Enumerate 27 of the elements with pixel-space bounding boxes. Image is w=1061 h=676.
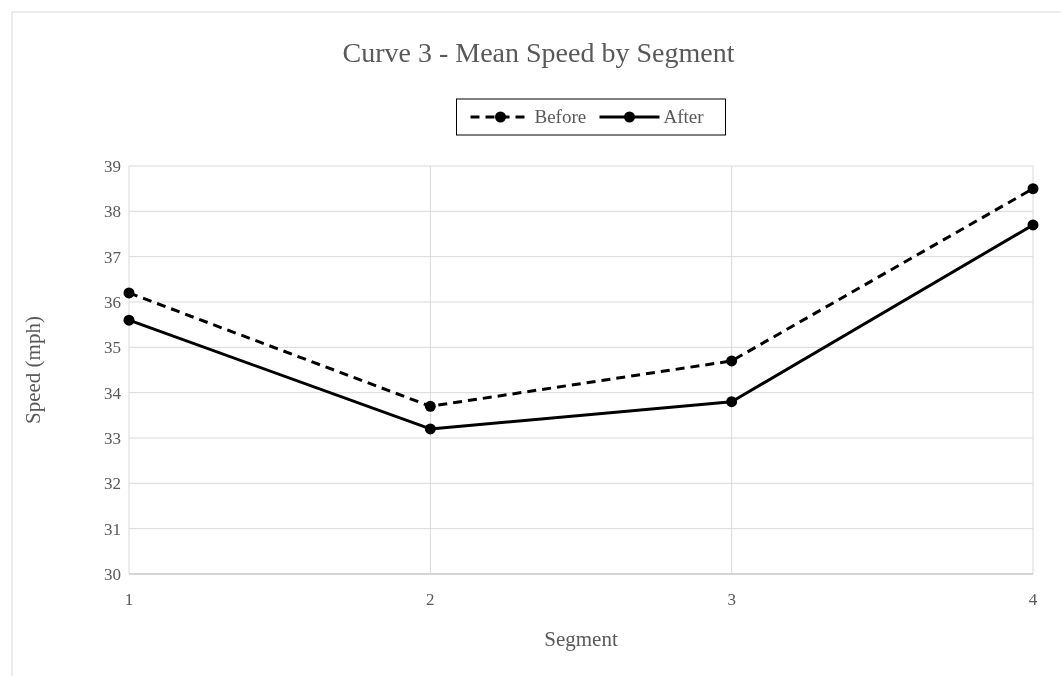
x-tick-label: 3 bbox=[727, 590, 736, 609]
y-tick-label: 36 bbox=[104, 293, 121, 312]
y-tick-label: 30 bbox=[104, 565, 121, 584]
y-tick-label: 35 bbox=[104, 338, 121, 358]
point bbox=[1027, 183, 1039, 195]
y-tick-label: 33 bbox=[104, 429, 121, 448]
point bbox=[424, 423, 436, 435]
y-tick-label: 37 bbox=[104, 247, 122, 267]
point bbox=[726, 396, 738, 408]
y-tick-label: 39 bbox=[104, 157, 121, 176]
legend-label: After bbox=[663, 106, 705, 127]
y-tick-label: 38 bbox=[104, 202, 121, 222]
point bbox=[726, 355, 738, 367]
x-tick-label: 1 bbox=[124, 590, 134, 609]
y-tick-label: 32 bbox=[104, 474, 121, 494]
x-axis-title: Segment bbox=[544, 627, 618, 651]
point bbox=[1027, 219, 1039, 231]
y-tick-label: 34 bbox=[104, 383, 122, 403]
point bbox=[123, 287, 135, 299]
point bbox=[424, 400, 436, 412]
chart-title: Curve 3 - Mean Speed by Segment bbox=[342, 37, 735, 68]
legend-label: Before bbox=[534, 106, 587, 127]
y-axis-title: Speed (mph) bbox=[21, 316, 45, 424]
x-tick-label: 4 bbox=[1028, 590, 1038, 609]
y-tick-label: 31 bbox=[104, 519, 121, 539]
x-tick-label: 2 bbox=[426, 590, 435, 609]
point bbox=[123, 314, 135, 326]
